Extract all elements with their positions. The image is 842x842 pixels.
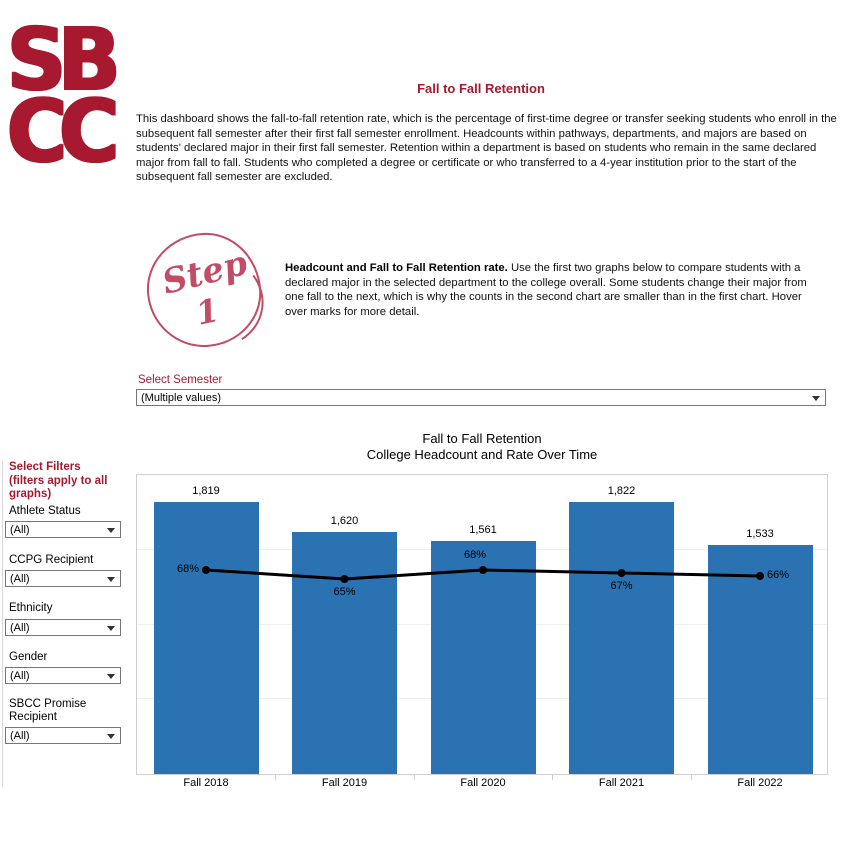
filter-select-value: (All)	[10, 523, 30, 536]
chevron-down-icon	[107, 625, 115, 631]
sbcc-logo-line2: CC	[7, 82, 119, 182]
x-label-fall-2018: Fall 2018	[183, 777, 229, 789]
headcount-bar-fall-2021[interactable]	[569, 501, 674, 774]
filter-label-gender: Gender	[9, 651, 48, 663]
retention-dot-fall-2018[interactable]	[202, 566, 210, 574]
retention-dot-fall-2019[interactable]	[340, 575, 349, 583]
bar-value-label: 1,620	[330, 514, 359, 527]
sidebar-divider	[2, 461, 3, 787]
page-description: This dashboard shows the fall-to-fall re…	[136, 113, 837, 183]
filter-select-value: (All)	[10, 572, 30, 585]
headcount-bar-fall-2022[interactable]	[707, 544, 813, 774]
x-axis-tick	[413, 775, 415, 780]
chevron-down-icon	[812, 395, 820, 401]
x-axis-tick	[552, 775, 554, 780]
retention-pct-label: 67%	[610, 580, 633, 592]
filter-select-value: (All)	[10, 621, 30, 634]
headcount-bar-fall-2020[interactable]	[430, 540, 536, 774]
page-title: Fall to Fall Retention	[417, 81, 545, 96]
x-label-fall-2022: Fall 2022	[737, 777, 783, 789]
bar-value-label: 1,819	[192, 485, 220, 498]
bar-value-label: 1,561	[469, 523, 497, 536]
bar-value-label: 1,533	[746, 527, 774, 540]
retention-pct-label: 68%	[176, 563, 199, 575]
filter-select-ccpg-recipient[interactable]: (All)	[5, 570, 121, 587]
chart-title-line1: Fall to Fall Retention	[422, 431, 542, 446]
filter-select-athlete-status[interactable]: (All)	[5, 521, 121, 538]
sidebar-title: Select Filters (filters apply to all gra…	[9, 461, 123, 502]
step-1-body: Use the first two graphs below to compar…	[285, 262, 807, 318]
filter-select-value: (All)	[10, 729, 30, 742]
sidebar-title-line1: Select Filters	[9, 461, 81, 473]
sbcc-logo: SB CC	[7, 10, 121, 182]
headcount-bar-fall-2019[interactable]	[292, 531, 397, 774]
chart-title: Fall to Fall Retention College Headcount…	[136, 431, 828, 462]
step-1-instructions: Headcount and Fall to Fall Retention rat…	[285, 261, 814, 319]
sbcc-logo-line1: SB	[7, 10, 121, 110]
filter-label-athlete-status: Athlete Status	[9, 505, 81, 517]
chart-title-line2: College Headcount and Rate Over Time	[366, 446, 598, 462]
filter-select-gender[interactable]: (All)	[5, 667, 121, 684]
retention-pct-label: 65%	[333, 586, 356, 598]
retention-rate-line	[202, 566, 764, 583]
retention-dot-fall-2022[interactable]	[756, 572, 764, 580]
chart-plot-area: 1,819 1,620 1,561 1,822 1,533 68% 65% 68% 67% 66%	[136, 474, 828, 775]
x-label-fall-2020: Fall 2020	[460, 777, 506, 789]
chevron-down-icon	[107, 527, 115, 533]
chart-x-axis: Fall 2018 Fall 2019 Fall 2020 Fall 2021 Fall…	[137, 775, 827, 793]
headcount-bar-fall-2018[interactable]	[153, 502, 259, 774]
filter-select-sbcc-promise-recipient[interactable]: (All)	[5, 727, 121, 744]
x-label-fall-2019: Fall 2019	[321, 777, 368, 789]
retention-pct-label: 66%	[767, 569, 790, 581]
filter-label-ethnicity: Ethnicity	[9, 602, 53, 614]
chevron-down-icon	[107, 576, 115, 582]
retention-dot-fall-2021[interactable]	[617, 569, 626, 577]
x-label-fall-2021: Fall 2021	[598, 777, 645, 789]
step-1-badge: Step 1	[143, 229, 265, 351]
chevron-down-icon	[107, 733, 115, 739]
filter-select-ethnicity[interactable]: (All)	[5, 619, 121, 636]
bar-value-label: 1,822	[607, 484, 636, 497]
semester-filter-label: Select Semester	[138, 374, 223, 386]
step-1-lead: Headcount and Fall to Fall Retention rat…	[285, 262, 508, 274]
sidebar-title-line2: (filters apply to all graphs)	[9, 474, 108, 501]
retention-pct-label: 68%	[463, 549, 487, 561]
semester-select-value: (Multiple values)	[141, 391, 222, 404]
semester-select[interactable]: (Multiple values)	[136, 389, 826, 406]
x-axis-tick	[690, 775, 692, 780]
chevron-down-icon	[107, 673, 115, 679]
x-axis-tick	[275, 775, 277, 780]
filter-label-sbcc-promise-recipient: SBCC Promise Recipient	[9, 698, 87, 723]
filter-select-value: (All)	[10, 669, 30, 682]
retention-dot-fall-2020[interactable]	[479, 566, 487, 574]
filter-label-ccpg-recipient: CCPG Recipient	[9, 554, 94, 566]
